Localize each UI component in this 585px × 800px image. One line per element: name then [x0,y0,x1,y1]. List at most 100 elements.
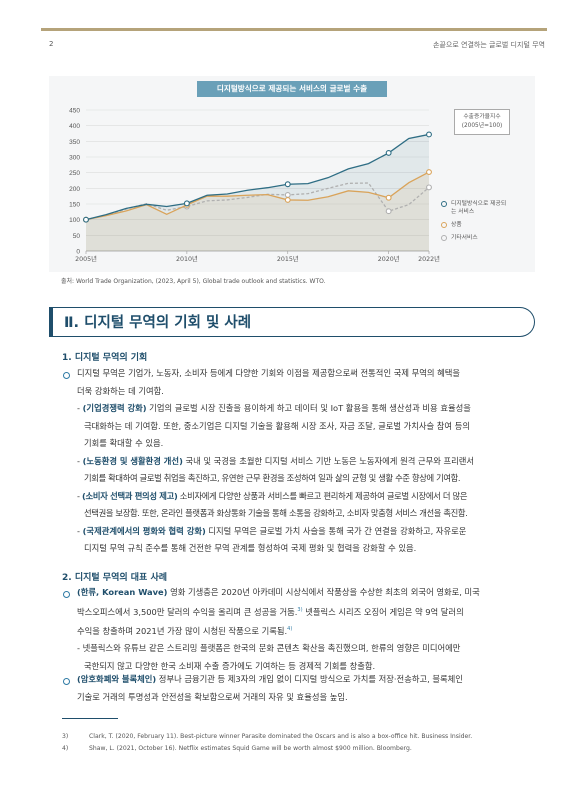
x-tick-label: 2020년 [378,254,400,263]
x-tick-label: 2005년 [75,254,97,263]
y-tick-label: 50 [73,233,81,240]
chart-legend: 디지털방식으로 제공되는 서비스 상품 기타서비스 [441,200,509,247]
y-tick-label: 0 [76,249,80,256]
page-number: 2 [49,40,54,48]
keyword: (소비자 선택과 편의성 제고) [82,490,178,501]
data-point [385,149,392,156]
case-sub-item: - 넷플릭스와 유튜브 같은 스트리밍 플랫폼은 한국의 문화 콘텐츠 확산을 … [77,643,461,654]
x-tick-label: 2022년 [418,254,440,263]
legend-label: 상품 [451,222,462,228]
legend-marker-icon [441,201,447,207]
case-text: 기술로 거래의 투명성과 안전성을 확보함으로써 거래의 자유 및 효율성을 높… [77,691,348,702]
item-text: 소비자에게 다양한 상품과 서비스를 빠르고 편리하게 제공하여 글로벌 시장에… [177,490,468,501]
top-rule [41,28,547,31]
y-tick-label: 400 [69,123,80,130]
subsection-heading-1: 1. 디지털 무역의 기회 [62,353,148,363]
data-point [385,208,392,215]
opportunity-item: - (기업경쟁력 강화) 기업의 글로벌 시장 진출을 용이하게 하고 데이터 … [77,403,471,413]
footnote-4-text: Shaw, L. (2021, October 16). Netflix est… [89,745,412,752]
series-line [85,133,430,221]
series-line [85,171,430,221]
intro-line: 더욱 강화하는 데 기여함. [77,385,164,396]
item-text: 기업의 글로벌 시장 진출을 용이하게 하고 데이터 및 IoT 활용을 통해 … [146,403,471,413]
y-tick-label: 350 [69,139,80,146]
x-tick-label: 2010년 [176,254,198,263]
data-point [284,191,291,198]
data-point [426,131,432,138]
section-header-cap [49,307,53,337]
line-chart: 0 50 100 150 200 250 300 350 400 450 2005년 2010년 201… [69,108,440,264]
legend-item-other: 기타서비스 [441,234,509,242]
intro-line: 디지털 무역은 기업가, 노동자, 소비자 등에게 다양한 기회와 이점을 제공… [77,368,461,378]
keyword: (국제관계에서의 평화와 협력 강화) [82,525,206,536]
series-line [85,182,430,221]
keyword: (기업경쟁력 강화) [82,403,147,413]
data-point [284,196,291,203]
opportunity-item: - (국제관계에서의 평화와 협력 강화) 디지털 무역은 글로벌 가치 사슬을… [77,525,467,536]
case-text: 정부나 금융기관 등 제3자의 개입 없이 디지털 방식으로 가치를 저장·전송… [156,674,463,684]
index-note-line1: 수출증가율지수 [463,114,501,120]
opportunity-item: - (소비자 선택과 편의성 제고) 소비자에게 다양한 상품과 서비스를 빠르… [77,490,468,501]
section-header-frame [49,307,535,337]
subsection-heading-2: 2. 디지털 무역의 대표 사례 [62,573,168,583]
index-note-line2: (2005년=100) [461,123,503,129]
intro-paragraph: 디지털 무역은 기업가, 노동자, 소비자 등에게 다양한 기회와 이점을 제공… [77,365,535,400]
chart-source: 출처: World Trade Organization, (2023, Apr… [61,278,326,285]
chart-panel: 0 50 100 150 200 250 300 350 400 450 2005년 2010년 201… [49,76,535,272]
series-area [86,134,429,251]
legend-label: 기타서비스 [451,235,478,241]
footnote-rule [62,718,118,719]
section-title: Ⅱ. 디지털 무역의 기회 및 사례 [64,315,252,331]
legend-item-goods: 상품 [441,221,509,229]
item-text: 기회를 확대하여 글로벌 취업을 촉진하고, 유연한 근무 환경을 조성하여 일… [84,473,461,483]
opportunity-item: - (노동환경 및 생활환경 개선) 국내 및 국경을 초월한 디지털 서비스 … [77,455,475,466]
keyword: (노동환경 및 생활환경 개선) [82,455,183,466]
y-tick-label: 250 [69,170,80,177]
y-tick-label: 450 [69,108,80,115]
case-text: 영화 기생충은 2020년 아카데미 시상식에서 작품상을 수상한 최초의 외국… [167,587,480,597]
footnote-ref[interactable]: 3) [297,606,303,613]
legend-label: 디지털방식으로 제공되는 서비스 [451,201,507,215]
y-tick-label: 100 [69,217,80,224]
item-text: 디지털 무역은 글로벌 가치 사슬을 통해 국가 간 연결을 강화하고, 자유로… [205,525,467,536]
item-text: 기회를 확대할 수 있음. [84,438,164,448]
footnote-ref[interactable]: 4) [287,625,293,632]
x-tick-label: 2015년 [277,254,299,263]
case-text: 넷플릭스 시리즈 오징어 게임은 약 9억 달러의 [302,606,464,617]
item-text: 극대화하는 데 기여함. 또한, 중소기업은 디지털 기술을 활용해 시장 조사… [84,420,470,431]
legend-item-digital: 디지털방식으로 제공되는 서비스 [441,200,509,216]
circle-bullet-icon [63,678,70,685]
case-crypto: (암호화폐와 블록체인) 정부나 금융기관 등 제3자의 개입 없이 디지털 방… [77,671,535,706]
keyword: (한류, Korean Wave) [77,587,168,597]
index-note: 수출증가율지수 (2005년=100) [454,109,510,135]
case-korean-wave: (한류, Korean Wave) 영화 기생충은 2020년 아카데미 시상식… [77,584,535,675]
data-point [83,216,89,223]
data-point [426,184,432,191]
y-tick-label: 200 [69,186,80,193]
legend-marker-icon [441,222,447,228]
data-point [385,194,392,201]
case-text: 수익을 창출하며 2021년 가장 많이 시청된 작품으로 기록됨. [77,625,288,636]
case-text: 박스오피스에서 3,500만 달러의 수익을 올리며 큰 성공을 거둠. [77,606,298,617]
circle-bullet-icon [63,591,70,598]
case-text: 국한되지 않고 다양한 한국 소비재 수출 증가에도 기여하는 등 경제적 기회… [84,660,376,671]
footnote-3-num: 3) [62,733,69,740]
data-point [284,181,291,188]
item-text: 선택권을 보장함. 또한, 온라인 플랫폼과 화상통화 기술을 통해 소통을 강… [84,508,468,518]
data-point [426,169,432,175]
chart-title: 디지털방식으로 제공되는 서비스의 글로벌 수출 [197,81,387,97]
keyword: (암호화폐와 블록체인) [77,674,157,684]
series-area [86,172,429,251]
circle-bullet-icon [63,372,70,379]
y-tick-label: 150 [69,202,80,209]
footnote-3-text: Clark, T. (2020, February 11). Best-pict… [89,733,473,740]
y-tick-label: 300 [69,155,80,162]
data-point [183,200,190,207]
case-text: 넷플릭스와 유튜브 같은 스트리밍 플랫폼은 한국의 문화 콘텐츠 확산을 촉진… [82,643,461,654]
opportunity-list: - (기업경쟁력 강화) 기업의 글로벌 시장 진출을 용이하게 하고 데이터 … [77,400,535,558]
footnote-4-num: 4) [62,745,69,752]
item-text: 국내 및 국경을 초월한 디지털 서비스 기반 노동은 노동자에게 원격 근무와… [182,455,475,466]
item-text: 디지털 무역 규칙 준수를 통해 건전한 무역 관계를 형성하여 국제 평화 및… [84,543,417,553]
legend-marker-icon [441,235,447,241]
running-title: 손끝으로 연결하는 글로벌 디지털 무역 [433,41,545,49]
